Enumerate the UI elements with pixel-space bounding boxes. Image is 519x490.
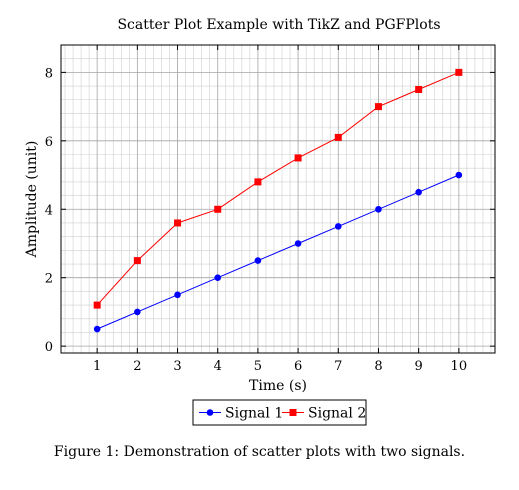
y-tick-label: 2 (45, 272, 53, 287)
series-layer (93, 68, 463, 333)
x-axis-label: Time (s) (249, 378, 307, 394)
data-point-circle (375, 205, 382, 213)
data-point-circle (93, 325, 101, 333)
legend-marker-square (289, 409, 297, 416)
legend-box (192, 399, 367, 426)
x-tick-label: 5 (254, 359, 262, 374)
data-point-square (133, 257, 141, 265)
y-tick-label: 4 (45, 203, 53, 218)
x-tick-label: 4 (214, 359, 222, 374)
data-point-circle (455, 171, 463, 179)
data-point-square (294, 154, 302, 162)
axis-ticks: 1 2 3 4 5 6 7 8 9 10 0 2 4 6 8 (45, 45, 495, 374)
figure-caption: Figure 1: Demonstration of scatter plots… (53, 444, 466, 460)
data-point-square (254, 178, 262, 186)
data-point-circle (334, 223, 342, 230)
data-point-circle (294, 240, 302, 247)
data-point-circle (174, 291, 181, 299)
x-tick-label: 2 (133, 359, 141, 374)
x-tick-label: 7 (334, 359, 342, 374)
legend: Signal 1 Signal 2 (192, 399, 367, 426)
x-tick-label: 10 (451, 359, 468, 374)
series-line-1 (97, 174, 459, 330)
legend-label-2: Signal 2 (308, 406, 366, 422)
legend-label-1: Signal 1 (225, 406, 283, 422)
data-point-circle (214, 274, 222, 282)
plot-frame (60, 44, 496, 354)
data-point-square (174, 219, 182, 227)
data-point-square (334, 133, 342, 141)
y-tick-label: 0 (45, 340, 53, 355)
y-axis-label: Amplitude (unit) (24, 141, 40, 259)
chart-title: Scatter Plot Example with TikZ and PGFPl… (117, 17, 440, 33)
scatter-chart: Scatter Plot Example with TikZ and PGFPl… (24, 17, 496, 426)
data-point-square (374, 103, 382, 111)
data-point-square (93, 301, 101, 309)
data-point-square (214, 205, 222, 213)
x-tick-label: 3 (173, 359, 181, 374)
y-tick-label: 8 (45, 66, 53, 81)
plot-grid (61, 44, 495, 353)
data-point-circle (134, 308, 141, 316)
legend-marker-circle (206, 409, 214, 416)
x-tick-label: 8 (374, 359, 382, 374)
x-tick-label: 6 (294, 359, 302, 374)
series-line-2 (96, 71, 459, 306)
y-tick-label: 6 (45, 135, 53, 150)
x-tick-label: 9 (415, 359, 423, 374)
data-point-circle (254, 257, 262, 264)
data-point-square (455, 68, 463, 76)
data-point-circle (415, 188, 422, 196)
x-tick-label: 1 (93, 359, 101, 374)
data-point-square (415, 85, 423, 93)
